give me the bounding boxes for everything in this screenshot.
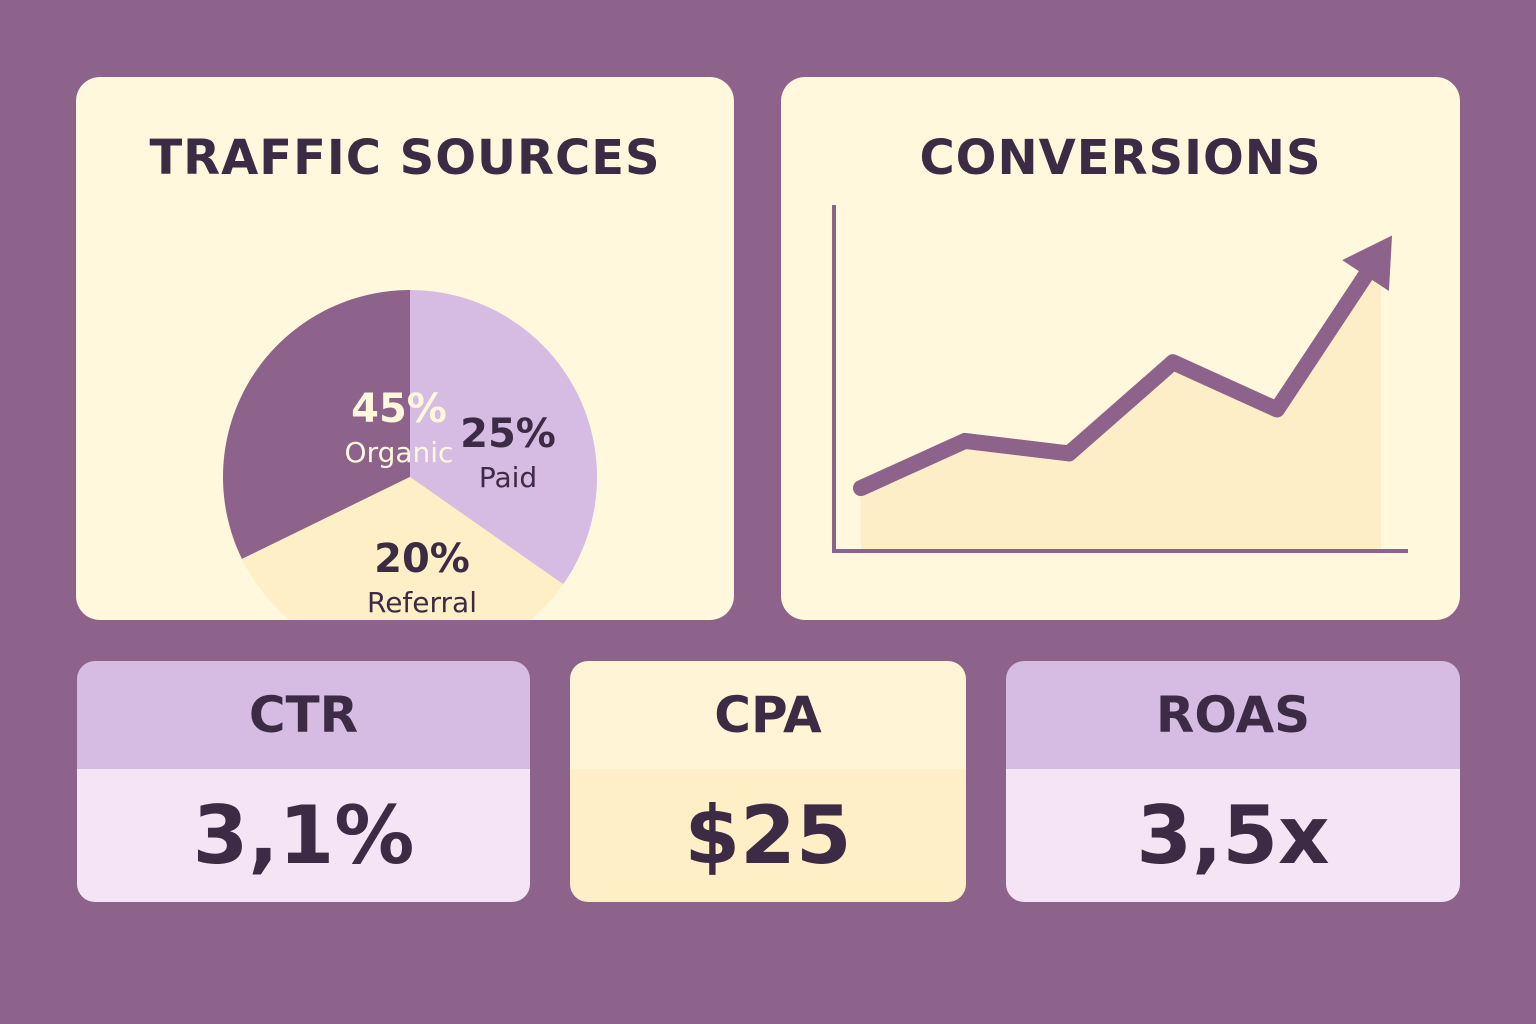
traffic-sources-card: TRAFFIC SOURCES 45% Organic 25% Paid 20% Refe…	[76, 77, 734, 620]
kpi-label-cpa: CPA	[570, 661, 966, 769]
trend-arrow-head	[1342, 235, 1393, 291]
kpi-card-roas: ROAS 3,5x	[1006, 661, 1460, 902]
conversions-title: CONVERSIONS	[919, 130, 1322, 186]
pie-slice-organic	[223, 290, 410, 559]
kpi-value-cpa: $25	[570, 769, 966, 902]
conversions-line-chart	[832, 205, 1408, 553]
conversions-card: CONVERSIONS	[781, 77, 1460, 620]
kpi-value-ctr: 3,1%	[77, 769, 530, 902]
pie-label-value-referral: 20%	[374, 536, 470, 582]
traffic-sources-title: TRAFFIC SOURCES	[149, 130, 661, 186]
kpi-card-ctr: CTR 3,1%	[77, 661, 530, 902]
pie-slice-paid	[410, 290, 597, 585]
pie-label-name-referral: Referral	[367, 586, 477, 619]
traffic-pie-chart: 45% Organic 25% Paid 20% Referral	[223, 290, 597, 620]
pie-label-name-paid: Paid	[479, 461, 537, 494]
conversions-line	[853, 255, 1382, 497]
kpi-label-ctr: CTR	[77, 661, 530, 769]
kpi-value-roas: 3,5x	[1006, 769, 1460, 902]
pie-slice-referral	[241, 477, 564, 620]
pie-label-name-organic: Organic	[345, 436, 454, 469]
kpi-card-cpa: CPA $25	[570, 661, 966, 902]
kpi-label-roas: ROAS	[1006, 661, 1460, 769]
pie-label-value-paid: 25%	[460, 411, 556, 457]
pie-label-value-organic: 45%	[351, 386, 447, 432]
conversions-area-fill	[861, 252, 1381, 551]
